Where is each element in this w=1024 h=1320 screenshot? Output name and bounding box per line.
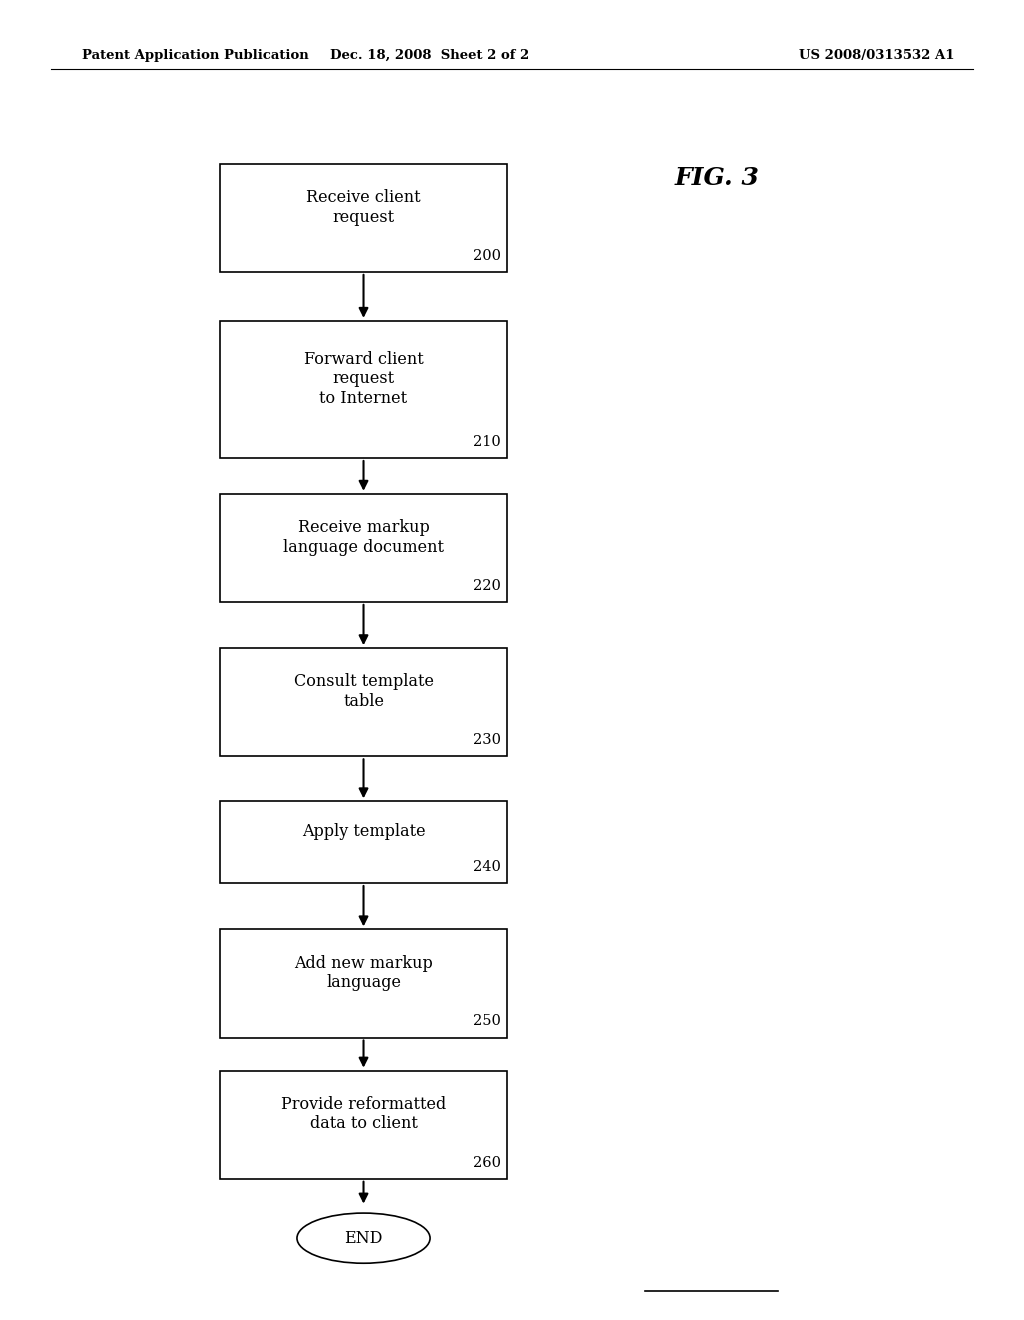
Text: Apply template: Apply template xyxy=(302,824,425,840)
Text: Provide reformatted
data to client: Provide reformatted data to client xyxy=(281,1096,446,1133)
Text: Dec. 18, 2008  Sheet 2 of 2: Dec. 18, 2008 Sheet 2 of 2 xyxy=(331,49,529,62)
Text: 220: 220 xyxy=(473,578,501,593)
FancyBboxPatch shape xyxy=(220,164,507,272)
Text: 200: 200 xyxy=(473,248,501,263)
FancyBboxPatch shape xyxy=(220,801,507,883)
Ellipse shape xyxy=(297,1213,430,1263)
FancyBboxPatch shape xyxy=(220,321,507,458)
Text: Receive client
request: Receive client request xyxy=(306,189,421,226)
Text: 240: 240 xyxy=(473,859,501,874)
FancyBboxPatch shape xyxy=(220,494,507,602)
Text: FIG. 3: FIG. 3 xyxy=(675,166,759,190)
Text: END: END xyxy=(344,1230,383,1246)
Text: Receive markup
language document: Receive markup language document xyxy=(283,519,444,556)
Text: 210: 210 xyxy=(473,434,501,449)
Text: Forward client
request
to Internet: Forward client request to Internet xyxy=(304,351,423,407)
Text: Consult template
table: Consult template table xyxy=(294,673,433,710)
Text: 260: 260 xyxy=(473,1155,501,1170)
Text: Add new markup
language: Add new markup language xyxy=(294,954,433,991)
FancyBboxPatch shape xyxy=(220,648,507,756)
Text: 250: 250 xyxy=(473,1014,501,1028)
Text: US 2008/0313532 A1: US 2008/0313532 A1 xyxy=(799,49,954,62)
Text: Patent Application Publication: Patent Application Publication xyxy=(82,49,308,62)
Text: 230: 230 xyxy=(473,733,501,747)
FancyBboxPatch shape xyxy=(220,929,507,1038)
FancyBboxPatch shape xyxy=(220,1071,507,1179)
